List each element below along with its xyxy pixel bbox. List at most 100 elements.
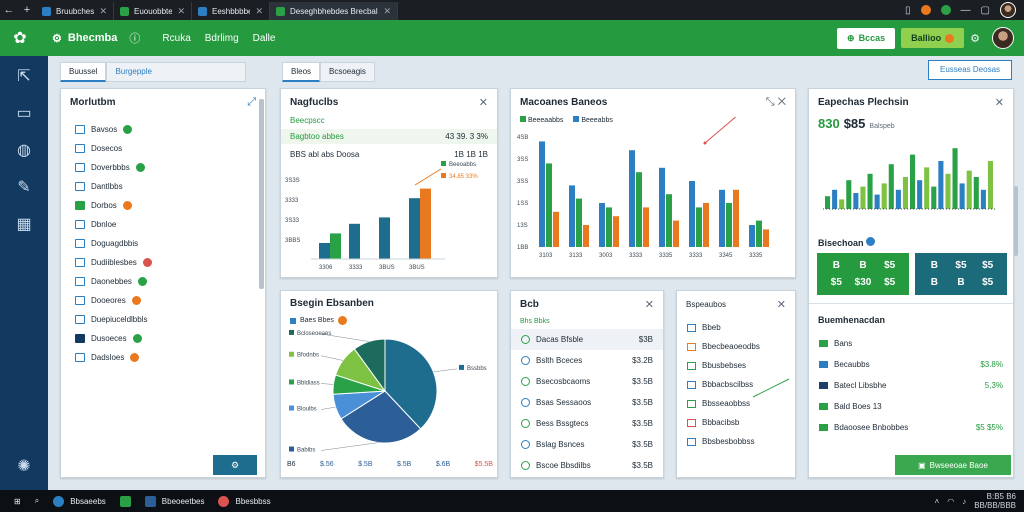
- grid-icon[interactable]: ▦: [16, 216, 32, 233]
- list-item[interactable]: Dudiiblesbes: [61, 253, 265, 272]
- panel3-action-button[interactable]: ▣ Bwseeoae Baoe: [895, 455, 1011, 475]
- wifi-icon[interactable]: ◠: [947, 496, 955, 506]
- list-item[interactable]: Dbnloe: [61, 215, 265, 234]
- profile-avatar[interactable]: [1000, 2, 1016, 18]
- tab-close-icon[interactable]: ✕: [383, 5, 391, 16]
- table-row[interactable]: Becaubbs $3.8%: [809, 354, 1013, 375]
- tab-close-icon[interactable]: ✕: [255, 5, 263, 16]
- clock[interactable]: B:B5 B6 BB/BB/BBB: [974, 492, 1016, 510]
- pie-label: Bfodnbs: [297, 353, 319, 359]
- list-item[interactable]: Dadsloes: [61, 348, 265, 367]
- list-item[interactable]: Bbecbeaoeodbs: [677, 337, 795, 356]
- page-scrollbar[interactable]: [1014, 186, 1018, 256]
- brand[interactable]: ⚙ Bhecmba ⓘ: [52, 30, 140, 46]
- header-button-secondary[interactable]: Ballioo: [901, 28, 965, 48]
- list-item[interactable]: Bbeb: [677, 318, 795, 337]
- settings-icon[interactable]: ⚙: [970, 32, 980, 45]
- list-item[interactable]: Bslth Bceces $3.2B: [511, 350, 663, 371]
- list-item[interactable]: Dacas Bfsble $3B: [511, 329, 663, 350]
- new-tab-icon[interactable]: +: [23, 4, 31, 16]
- extension-icon[interactable]: [920, 5, 931, 15]
- list-item[interactable]: Dorbos: [61, 196, 265, 215]
- taskbar-app-3[interactable]: Bbeoeetbes: [144, 495, 204, 507]
- page-icon[interactable]: ▯: [905, 4, 911, 16]
- list-item[interactable]: Doverbbbs: [61, 158, 265, 177]
- list-item[interactable]: Duepiuceldlbbls: [61, 310, 265, 329]
- tab-close-icon[interactable]: ✕: [177, 5, 185, 16]
- browser-tab-label: Deseghbhebdes Brecbales: [290, 6, 379, 16]
- list-item[interactable]: Bscoe Bbsdilbs $3.5B: [511, 455, 663, 476]
- nav-item-1[interactable]: Rcuka: [162, 32, 191, 44]
- tab-left-1[interactable]: Buussel: [60, 62, 107, 82]
- volume-icon[interactable]: ♪: [962, 496, 967, 506]
- taskbar-app-1[interactable]: Bbsaeebs: [53, 495, 106, 507]
- tab-center-1[interactable]: Bleos: [282, 62, 321, 82]
- close-icon-3[interactable]: ✕: [994, 97, 1004, 109]
- kpi-tile-teal[interactable]: B $5 $5 B B $5: [915, 253, 1007, 295]
- collapse-icon[interactable]: ⤡ ✕: [765, 96, 786, 108]
- table-row[interactable]: Bald Boes 13: [809, 396, 1013, 417]
- browser-tab[interactable]: Eeshbbbbe ✕: [192, 2, 270, 20]
- minimize-icon[interactable]: —: [960, 4, 971, 16]
- left-panel-action-button[interactable]: ⚙: [213, 455, 257, 475]
- table-row[interactable]: Bdaoosee Bnbobbes $5 $5%: [809, 417, 1013, 438]
- pie-slice: [353, 338, 386, 393]
- top-right-button[interactable]: Eusseas Deosas: [928, 60, 1012, 80]
- left-panel-scrollbar[interactable]: [259, 99, 264, 289]
- table-row[interactable]: Bans: [809, 333, 1013, 354]
- list-item[interactable]: Bslag Bsnces $3.5B: [511, 434, 663, 455]
- tab-left-2[interactable]: Burgepple: [106, 62, 247, 82]
- list-item[interactable]: Daonebbes: [61, 272, 265, 291]
- tray-up-icon[interactable]: ˄: [934, 496, 940, 506]
- browser-tab[interactable]: Euouobbtes aly ✕: [114, 2, 192, 20]
- list-item[interactable]: Bsecosbcaoms $3.5B: [511, 371, 663, 392]
- item-icon: [687, 361, 696, 370]
- taskbar-app-4[interactable]: Bbesbbss: [218, 495, 271, 507]
- tab-close-icon[interactable]: ✕: [99, 5, 107, 16]
- close-icon-5[interactable]: ✕: [644, 299, 654, 311]
- expand-icon[interactable]: ⤢: [247, 96, 256, 108]
- header-button-primary[interactable]: ⊕ Bccas: [837, 27, 896, 49]
- nav-item-3[interactable]: Dalle: [252, 32, 276, 44]
- bar: [938, 161, 944, 209]
- list-item[interactable]: Dantlbbs: [61, 177, 265, 196]
- list-item[interactable]: Bsas Sessaoos $3.5B: [511, 392, 663, 413]
- taskbar-app-2[interactable]: [119, 495, 131, 507]
- maximize-icon[interactable]: ▢: [980, 4, 990, 16]
- tab-center-2[interactable]: Bcsoeagis: [320, 62, 375, 82]
- close-icon-6[interactable]: ✕: [776, 299, 786, 311]
- table-row[interactable]: Batecl Libsbhe 5,3%: [809, 375, 1013, 396]
- back-arrow-icon[interactable]: ←: [3, 4, 15, 16]
- settings-gear-icon[interactable]: ✺: [17, 458, 31, 475]
- list-item[interactable]: Bbbacbscilbss: [677, 375, 795, 394]
- start-button[interactable]: ⊞: [14, 497, 21, 506]
- app-logo-icon[interactable]: ✿: [13, 30, 27, 47]
- y-tick-label: 3333: [285, 198, 299, 204]
- list-item[interactable]: Dusoeces: [61, 329, 265, 348]
- doc-icon: ▣: [918, 460, 926, 470]
- list-item[interactable]: Dosecos: [61, 139, 265, 158]
- search-button[interactable]: ⌕: [35, 496, 39, 506]
- list-item[interactable]: Bbusbebses: [677, 356, 795, 375]
- bar: [583, 225, 589, 247]
- extension-icon-2[interactable]: [940, 5, 951, 15]
- globe-icon[interactable]: ◍: [17, 142, 31, 159]
- browser-tab[interactable]: Bruubches ✕: [36, 2, 114, 20]
- row-value: 5,3%: [984, 381, 1003, 390]
- browser-tab-label: Euouobbtes aly: [134, 6, 173, 16]
- user-avatar[interactable]: [992, 27, 1014, 49]
- share-icon[interactable]: ⇱: [17, 68, 31, 85]
- nav-item-2[interactable]: Bdrlimg: [204, 32, 239, 44]
- chat-icon[interactable]: ▭: [16, 105, 32, 122]
- tools-icon[interactable]: ✎: [17, 179, 31, 196]
- list-item[interactable]: Bbbacibsb: [677, 413, 795, 432]
- list-item[interactable]: Bbsseaobbss: [677, 394, 795, 413]
- close-icon[interactable]: ✕: [478, 97, 488, 109]
- list-item[interactable]: Bavsos: [61, 120, 265, 139]
- list-item[interactable]: Bess Bssgtecs $3.5B: [511, 413, 663, 434]
- list-item[interactable]: Bbsbesbobbss: [677, 432, 795, 451]
- kpi-tile-green[interactable]: B B $5 $5 $30 $5: [817, 253, 909, 295]
- list-item[interactable]: Dooeores: [61, 291, 265, 310]
- list-item[interactable]: Doguagdbbis: [61, 234, 265, 253]
- browser-tab[interactable]: Deseghbhebdes Brecbales ✕: [270, 2, 398, 20]
